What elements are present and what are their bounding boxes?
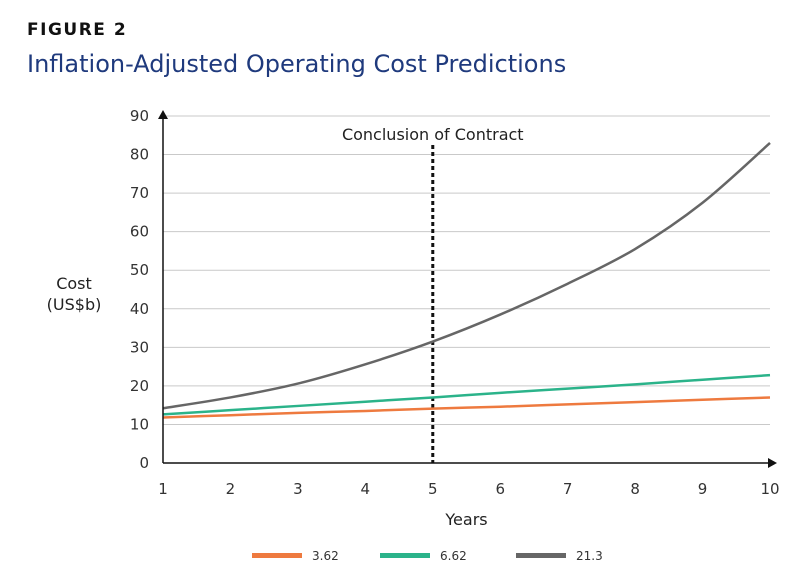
x-tick-label: 6 <box>495 480 505 498</box>
y-tick-label: 30 <box>130 338 149 356</box>
y-axis-arrow <box>158 110 168 119</box>
x-tick-label: 7 <box>563 480 573 498</box>
legend-label: 21.3 <box>576 549 603 563</box>
legend-swatch <box>252 553 302 558</box>
y-tick-label: 10 <box>130 415 149 433</box>
gridlines <box>163 115 770 425</box>
x-axis-title: Years <box>444 510 487 529</box>
legend-label: 6.62 <box>440 549 467 563</box>
x-tick-label: 8 <box>630 480 640 498</box>
series-line-21.3 <box>162 142 771 410</box>
x-tick-label: 9 <box>698 480 708 498</box>
y-tick-label: 70 <box>130 184 149 202</box>
y-tick-label: 40 <box>130 300 149 318</box>
series-layer <box>162 142 771 419</box>
chart-title: Inflation-Adjusted Operating Cost Predic… <box>27 50 567 78</box>
contract-end-label: Conclusion of Contract <box>342 125 524 144</box>
legend-label: 3.62 <box>312 549 339 563</box>
series-line-3.62 <box>162 396 771 419</box>
y-tick-label: 50 <box>130 261 149 279</box>
x-tick-label: 4 <box>361 480 371 498</box>
x-axis-arrow <box>768 458 777 468</box>
x-tick-label: 1 <box>158 480 168 498</box>
legend-swatch <box>380 553 430 558</box>
y-tick-label: 20 <box>130 377 149 395</box>
figure-label: FIGURE 2 <box>27 20 128 40</box>
x-tick-label: 3 <box>293 480 303 498</box>
legend: 3.62 6.62 21.3 <box>252 549 603 563</box>
y-tick-label: 80 <box>130 146 149 164</box>
x-tick-label: 10 <box>760 480 779 498</box>
annotation-layer: Conclusion of Contract <box>342 125 524 463</box>
y-axis-title-line: Cost <box>56 274 92 293</box>
y-tick-label: 60 <box>130 223 149 241</box>
y-axis-title-line: (US$b) <box>47 295 102 314</box>
axes: 0 10 20 30 40 50 60 70 80 90 1 2 3 4 5 6 7 8 9 10 Years Cost (… <box>47 107 780 529</box>
legend-swatch <box>516 553 566 558</box>
series-line-6.62 <box>162 373 771 416</box>
x-tick-label: 5 <box>428 480 438 498</box>
y-tick-label: 90 <box>130 107 149 125</box>
x-tick-label: 2 <box>226 480 236 498</box>
y-tick-label: 0 <box>139 454 149 472</box>
